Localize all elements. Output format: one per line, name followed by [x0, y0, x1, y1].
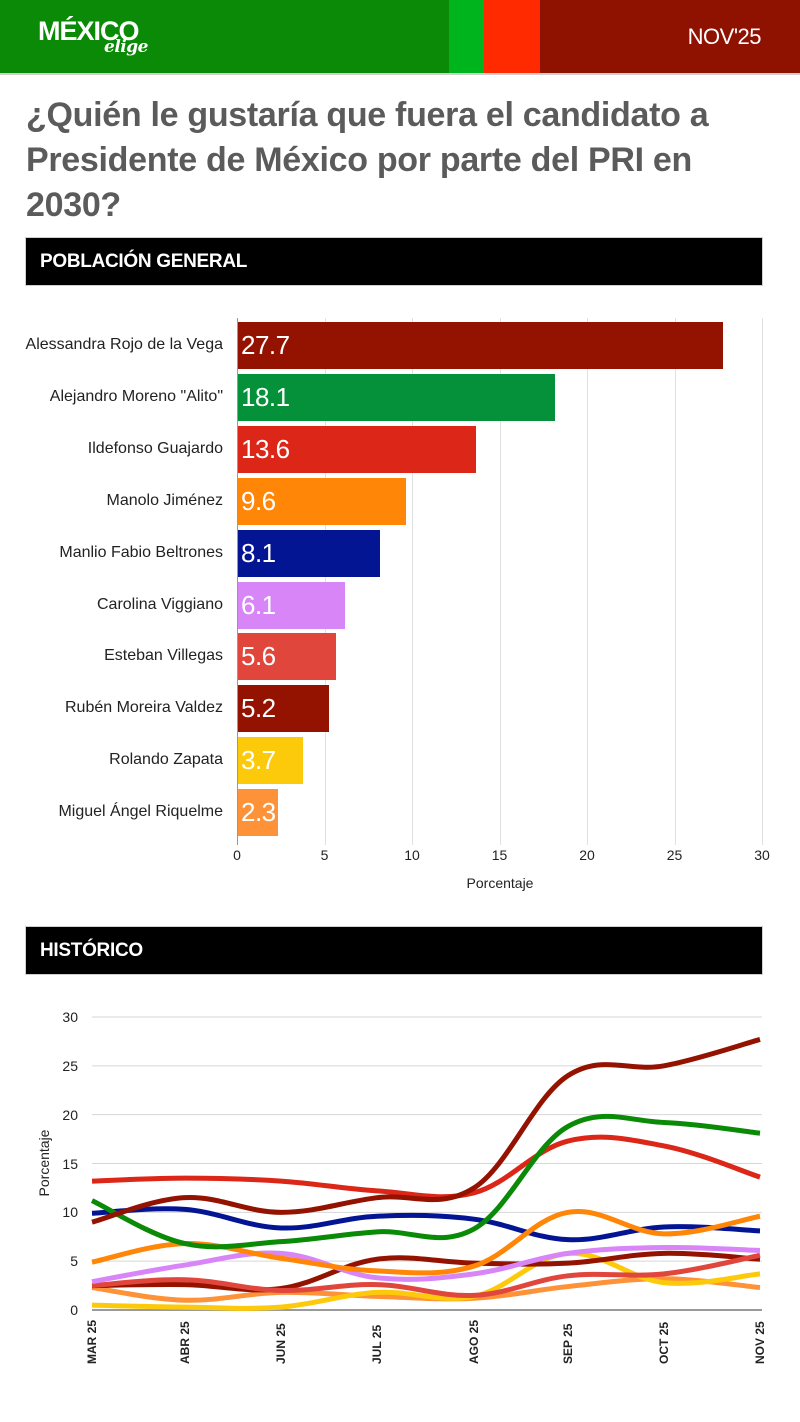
line-series [91, 1037, 761, 1225]
bar-row: Rolando Zapata 3.7 [0, 737, 800, 785]
line-chart-x-tick: ABR 25 [178, 1321, 192, 1364]
bar-value-label: 6.1 [241, 589, 276, 620]
bar-chart-gridline [587, 318, 588, 845]
bar-value-label: 5.6 [241, 641, 276, 672]
bar-value-label: 8.1 [241, 537, 276, 568]
section-header-historic: HISTÓRICO [25, 926, 763, 975]
logo-main-text: MÉXICO [38, 16, 140, 46]
bar-row: Alessandra Rojo de la Vega 27.7 [0, 322, 800, 370]
line-chart-x-tick: SEP 25 [561, 1323, 575, 1364]
line-chart-x-tick: JUN 25 [274, 1323, 288, 1364]
header-red-stripe [484, 0, 540, 74]
bar-value-label: 18.1 [241, 381, 290, 412]
bar-value-label: 3.7 [241, 745, 276, 776]
bar-row: Rubén Moreira Valdez 5.2 [0, 685, 800, 733]
bar-category-label: Carolina Viggiano [96, 595, 223, 613]
bar-chart-x-tick: 25 [666, 847, 683, 863]
bar-category-label: Rolando Zapata [109, 751, 223, 769]
bar-category-label: Miguel Ángel Riquelme [58, 803, 223, 821]
line-chart-y-tick: 5 [70, 1253, 78, 1270]
line-chart-y-tick: 0 [70, 1302, 78, 1318]
bar-category-label: Manlio Fabio Beltrones [59, 543, 223, 561]
line-series [91, 1250, 761, 1293]
header-light-green-stripe [449, 0, 484, 74]
bar-value-label: 13.6 [241, 433, 290, 464]
header-dark-red-block: NOV'25 [540, 0, 800, 74]
bar-row: Carolina Viggiano 6.1 [0, 581, 800, 630]
line-series [91, 1250, 761, 1311]
header-divider [0, 73, 800, 75]
bar-category-label: Rubén Moreira Valdez [64, 699, 223, 717]
line-chart-plot [90, 1016, 762, 1311]
bar-chart-x-tick: 10 [404, 847, 420, 863]
section-header-general: POBLACIÓN GENERAL [25, 237, 763, 286]
line-chart-x-tick: MAR 25 [85, 1319, 99, 1364]
line-chart-x-tick: NOV 25 [753, 1321, 767, 1364]
bar-value-label: 9.6 [241, 485, 276, 516]
bar-chart-gridline [762, 318, 763, 845]
bar: 13.6 [238, 425, 476, 473]
header-green-block: MÉXICO elige [0, 0, 449, 74]
bar: 9.6 [238, 477, 406, 525]
bar-row: Manolo Jiménez 9.6 [0, 477, 800, 526]
line-chart-y-tick: 25 [62, 1057, 78, 1074]
line-chart-y-tick: 10 [62, 1204, 78, 1221]
line-series [91, 1134, 761, 1200]
line-chart-y-axis-title: Porcentaje [36, 1129, 52, 1197]
line-series [91, 1206, 761, 1243]
bar-row: Esteban Villegas 5.6 [0, 633, 800, 681]
bar: 18.1 [238, 373, 555, 421]
bar-chart-x-tick: 30 [754, 847, 770, 863]
line-chart-x-tick: AGO 25 [467, 1319, 481, 1364]
line-series [91, 1244, 761, 1285]
line-chart: 0 5 10 15 20 25 30 Porcentaje MAR 25 ABR 25 JUN … [0, 1000, 800, 1422]
bar: 8.1 [238, 529, 380, 577]
bar-value-label: 27.7 [241, 330, 290, 360]
bar-chart-gridline [412, 318, 413, 845]
line-chart-x-tick: OCT 25 [657, 1321, 671, 1364]
bar-chart-x-tick: 0 [233, 847, 241, 863]
bar-category-label: Esteban Villegas [104, 647, 223, 665]
line-series [90, 1113, 761, 1250]
bar-row: Ildefonso Guajardo 13.6 [0, 425, 800, 474]
line-chart-y-tick: 15 [62, 1155, 78, 1172]
bar-row: Miguel Ángel Riquelme 2.3 [0, 789, 800, 837]
bar-value-label: 2.3 [241, 797, 276, 828]
bar-chart-gridline [499, 318, 501, 845]
bar-category-label: Manolo Jiménez [106, 491, 224, 509]
bar-value-label: 5.2 [241, 693, 276, 724]
bar-chart-gridline [674, 318, 676, 845]
bar-category-label: Alessandra Rojo de la Vega [25, 336, 223, 353]
bar-chart: Alessandra Rojo de la Vega 27.7 Alejandro … [0, 300, 800, 900]
logo-sub-text: elige [104, 37, 148, 57]
bar-category-label: Alejandro Moreno "Alito" [49, 387, 223, 405]
page-title: ¿Quién le gustaría que fuera el candidat… [26, 96, 709, 224]
line-chart-y-tick: 30 [62, 1009, 78, 1025]
bar-category-label: Ildefonso Guajardo [87, 439, 223, 457]
bar-chart-zero-axis [237, 318, 238, 845]
mexico-elige-logo: MÉXICO elige [38, 16, 148, 57]
bar-row: Alejandro Moreno "Alito" 18.1 [0, 373, 800, 422]
line-chart-y-tick: 20 [62, 1106, 78, 1123]
bar: 3.7 [238, 737, 303, 785]
bar: 6.1 [238, 581, 345, 629]
bar-row: Manlio Fabio Beltrones 8.1 [0, 529, 800, 578]
section-title-historic: HISTÓRICO [40, 940, 143, 961]
bar-chart-x-tick: 5 [320, 847, 329, 863]
bar: 2.3 [238, 789, 279, 837]
edition-label: NOV'25 [687, 24, 762, 49]
bar: 27.7 [238, 322, 723, 369]
bar-chart-x-tick: 20 [579, 847, 595, 863]
header-banner: MÉXICO elige NOV'25 [0, 0, 800, 74]
bar-chart-x-axis-title: Porcentaje [466, 875, 534, 891]
line-series [91, 1252, 761, 1298]
section-title-general: POBLACIÓN GENERAL [40, 251, 248, 272]
bar: 5.6 [238, 633, 336, 681]
bar: 5.2 [238, 685, 329, 733]
bar-chart-x-tick: 15 [491, 847, 508, 863]
line-chart-x-tick: JUL 25 [370, 1324, 384, 1364]
